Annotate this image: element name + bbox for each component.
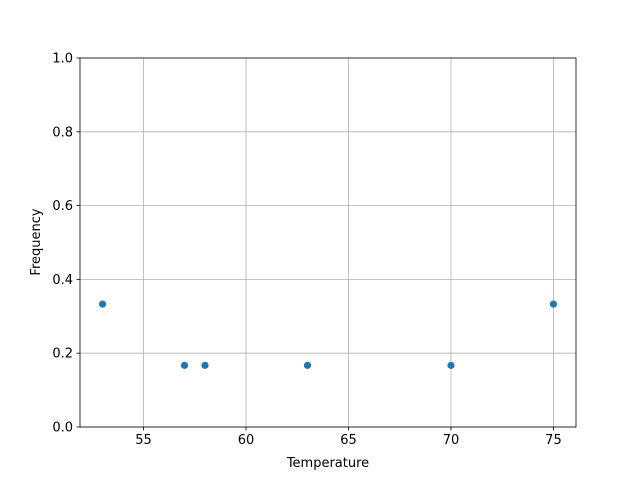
data-point <box>447 361 455 369</box>
x-tick-label: 75 <box>545 433 562 448</box>
y-tick-label: 0.4 <box>52 273 73 288</box>
x-tick-label: 55 <box>135 433 152 448</box>
y-tick-label: 1.0 <box>52 52 73 67</box>
grid <box>80 57 576 428</box>
y-axis: 0.0 0.2 0.4 0.6 0.8 1.0 <box>52 52 80 436</box>
data-point <box>303 361 312 369</box>
x-tick-label: 70 <box>443 433 460 448</box>
x-axis-label: Temperature <box>286 456 369 471</box>
x-axis: 55 60 65 70 75 <box>135 427 562 448</box>
x-tick-label: 65 <box>340 433 357 448</box>
data-points <box>98 300 558 369</box>
y-axis-label: Frequency <box>29 208 44 275</box>
y-tick-label: 0.0 <box>52 421 73 436</box>
data-point <box>549 300 558 308</box>
data-point <box>201 361 209 369</box>
y-tick-label: 0.6 <box>52 199 73 214</box>
data-point <box>180 361 189 369</box>
y-tick-label: 0.8 <box>52 125 73 140</box>
plot-frame <box>79 57 577 428</box>
y-tick-label: 0.2 <box>52 347 73 362</box>
data-point <box>98 300 107 308</box>
x-tick-label: 60 <box>238 433 255 448</box>
